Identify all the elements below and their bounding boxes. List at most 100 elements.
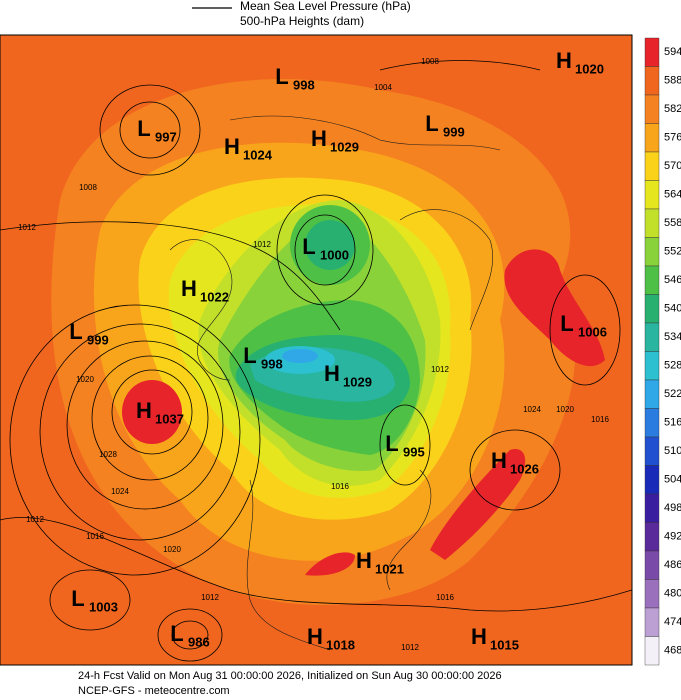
legend-heights: 500-hPa Heights (dam) — [240, 14, 364, 28]
contour-label: 1008 — [421, 57, 439, 66]
contour-label: 1020 — [556, 405, 574, 414]
center-letter: L — [137, 116, 150, 141]
colorbar-label: 564 — [664, 189, 681, 201]
colorbar-label: 570 — [664, 160, 681, 172]
contour-label: 1012 — [401, 643, 419, 652]
colorbar-label: 540 — [664, 303, 681, 315]
colorbar-swatch — [644, 66, 660, 96]
contour-label: 1024 — [111, 487, 129, 496]
colorbar-label: 474 — [664, 616, 681, 628]
center-value: 1024 — [243, 147, 273, 162]
colorbar-swatch — [644, 607, 660, 637]
center-value: 1015 — [490, 637, 519, 652]
coastlines — [169, 115, 501, 651]
colorbar-label: 468 — [664, 645, 681, 657]
field-540-low — [305, 220, 355, 270]
colorbar-swatch — [644, 550, 660, 580]
field-594-c — [430, 449, 526, 560]
center-letter: H — [356, 548, 372, 573]
contour-label: 1020 — [76, 375, 94, 384]
center-value: 998 — [293, 77, 315, 92]
center-letter: H — [224, 134, 240, 159]
center-value: 997 — [155, 129, 177, 144]
colorbar-label: 504 — [664, 474, 681, 486]
footer-valid: 24-h Fcst Valid on Mon Aug 31 00:00:00 2… — [78, 670, 502, 682]
contours — [0, 60, 632, 662]
colorbar-label: 492 — [664, 531, 681, 543]
colorbar-swatch — [644, 94, 660, 124]
center-letter: H — [311, 126, 327, 151]
colorbar-label: 546 — [664, 274, 681, 286]
colorbar: 594 588 582 576 570 564 558 552 546 540 534 528 522 5… — [644, 37, 681, 666]
contour-label: 1008 — [79, 183, 97, 192]
center-letter: L — [170, 621, 183, 646]
center-value: 998 — [261, 356, 283, 371]
map-frame — [0, 34, 633, 666]
colorbar-label: 588 — [664, 75, 681, 87]
contour-label: 1004 — [374, 83, 392, 92]
colorbar-swatch — [644, 465, 660, 495]
colorbar-label: 486 — [664, 559, 681, 571]
colorbar-label: 516 — [664, 417, 681, 429]
contour-label: 1016 — [331, 482, 349, 491]
center-value: 1029 — [343, 374, 372, 389]
center-letter: H — [181, 276, 197, 301]
colorbar-label: 480 — [664, 588, 681, 600]
colorbar-swatch — [644, 522, 660, 552]
center-letter: L — [560, 311, 573, 336]
contour-label: 1016 — [591, 415, 609, 424]
contour-label: 1012 — [18, 223, 36, 232]
colorbar-swatch — [644, 408, 660, 438]
center-letter: H — [136, 398, 152, 423]
contour-label: 1012 — [201, 593, 219, 602]
colorbar-label: 528 — [664, 360, 681, 372]
colorbar-swatch — [644, 579, 660, 609]
center-letter: L — [385, 431, 398, 456]
center-value: 1000 — [320, 247, 349, 262]
colorbar-label: 498 — [664, 502, 681, 514]
colorbar-label: 582 — [664, 103, 681, 115]
colorbar-swatch — [644, 636, 660, 666]
center-value: 1026 — [510, 461, 539, 476]
colorbar-label: 522 — [664, 388, 681, 400]
colorbar-swatch — [644, 436, 660, 466]
colorbar-label: 534 — [664, 331, 681, 343]
colorbar-swatch — [644, 180, 660, 210]
center-letter: H — [324, 361, 340, 386]
center-letter: L — [71, 586, 84, 611]
contour-label: 1016 — [86, 532, 104, 541]
contour-label: 1020 — [163, 545, 181, 554]
center-letter: L — [425, 111, 438, 136]
colorbar-label: 510 — [664, 445, 681, 457]
contour-label: 1012 — [26, 515, 44, 524]
center-letter: H — [471, 624, 487, 649]
center-value: 986 — [188, 634, 210, 649]
legend-mslp: Mean Sea Level Pressure (hPa) — [240, 0, 411, 13]
center-value: 995 — [403, 444, 425, 459]
center-value: 1021 — [375, 561, 404, 576]
colorbar-label: 594 — [664, 46, 681, 58]
center-letter: H — [491, 448, 507, 473]
center-letter: L — [302, 234, 315, 259]
colorbar-swatch — [644, 294, 660, 324]
contour-label: 1012 — [253, 240, 271, 249]
colorbar-swatch — [644, 151, 660, 181]
center-letter: H — [307, 624, 323, 649]
colorbar-label: 558 — [664, 217, 681, 229]
center-letter: H — [556, 48, 572, 73]
colorbar-swatch — [644, 208, 660, 238]
colorbar-swatch — [644, 493, 660, 523]
center-value: 1022 — [200, 289, 229, 304]
colorbar-swatch — [644, 322, 660, 352]
footer-source: NCEP-GFS - meteocentre.com — [78, 685, 230, 697]
colorbar-label: 552 — [664, 246, 681, 258]
center-letter: L — [275, 64, 288, 89]
colorbar-swatch — [644, 123, 660, 153]
center-value: 999 — [443, 124, 465, 139]
colorbar-label: 576 — [664, 132, 681, 144]
contour-label: 1012 — [431, 365, 449, 374]
